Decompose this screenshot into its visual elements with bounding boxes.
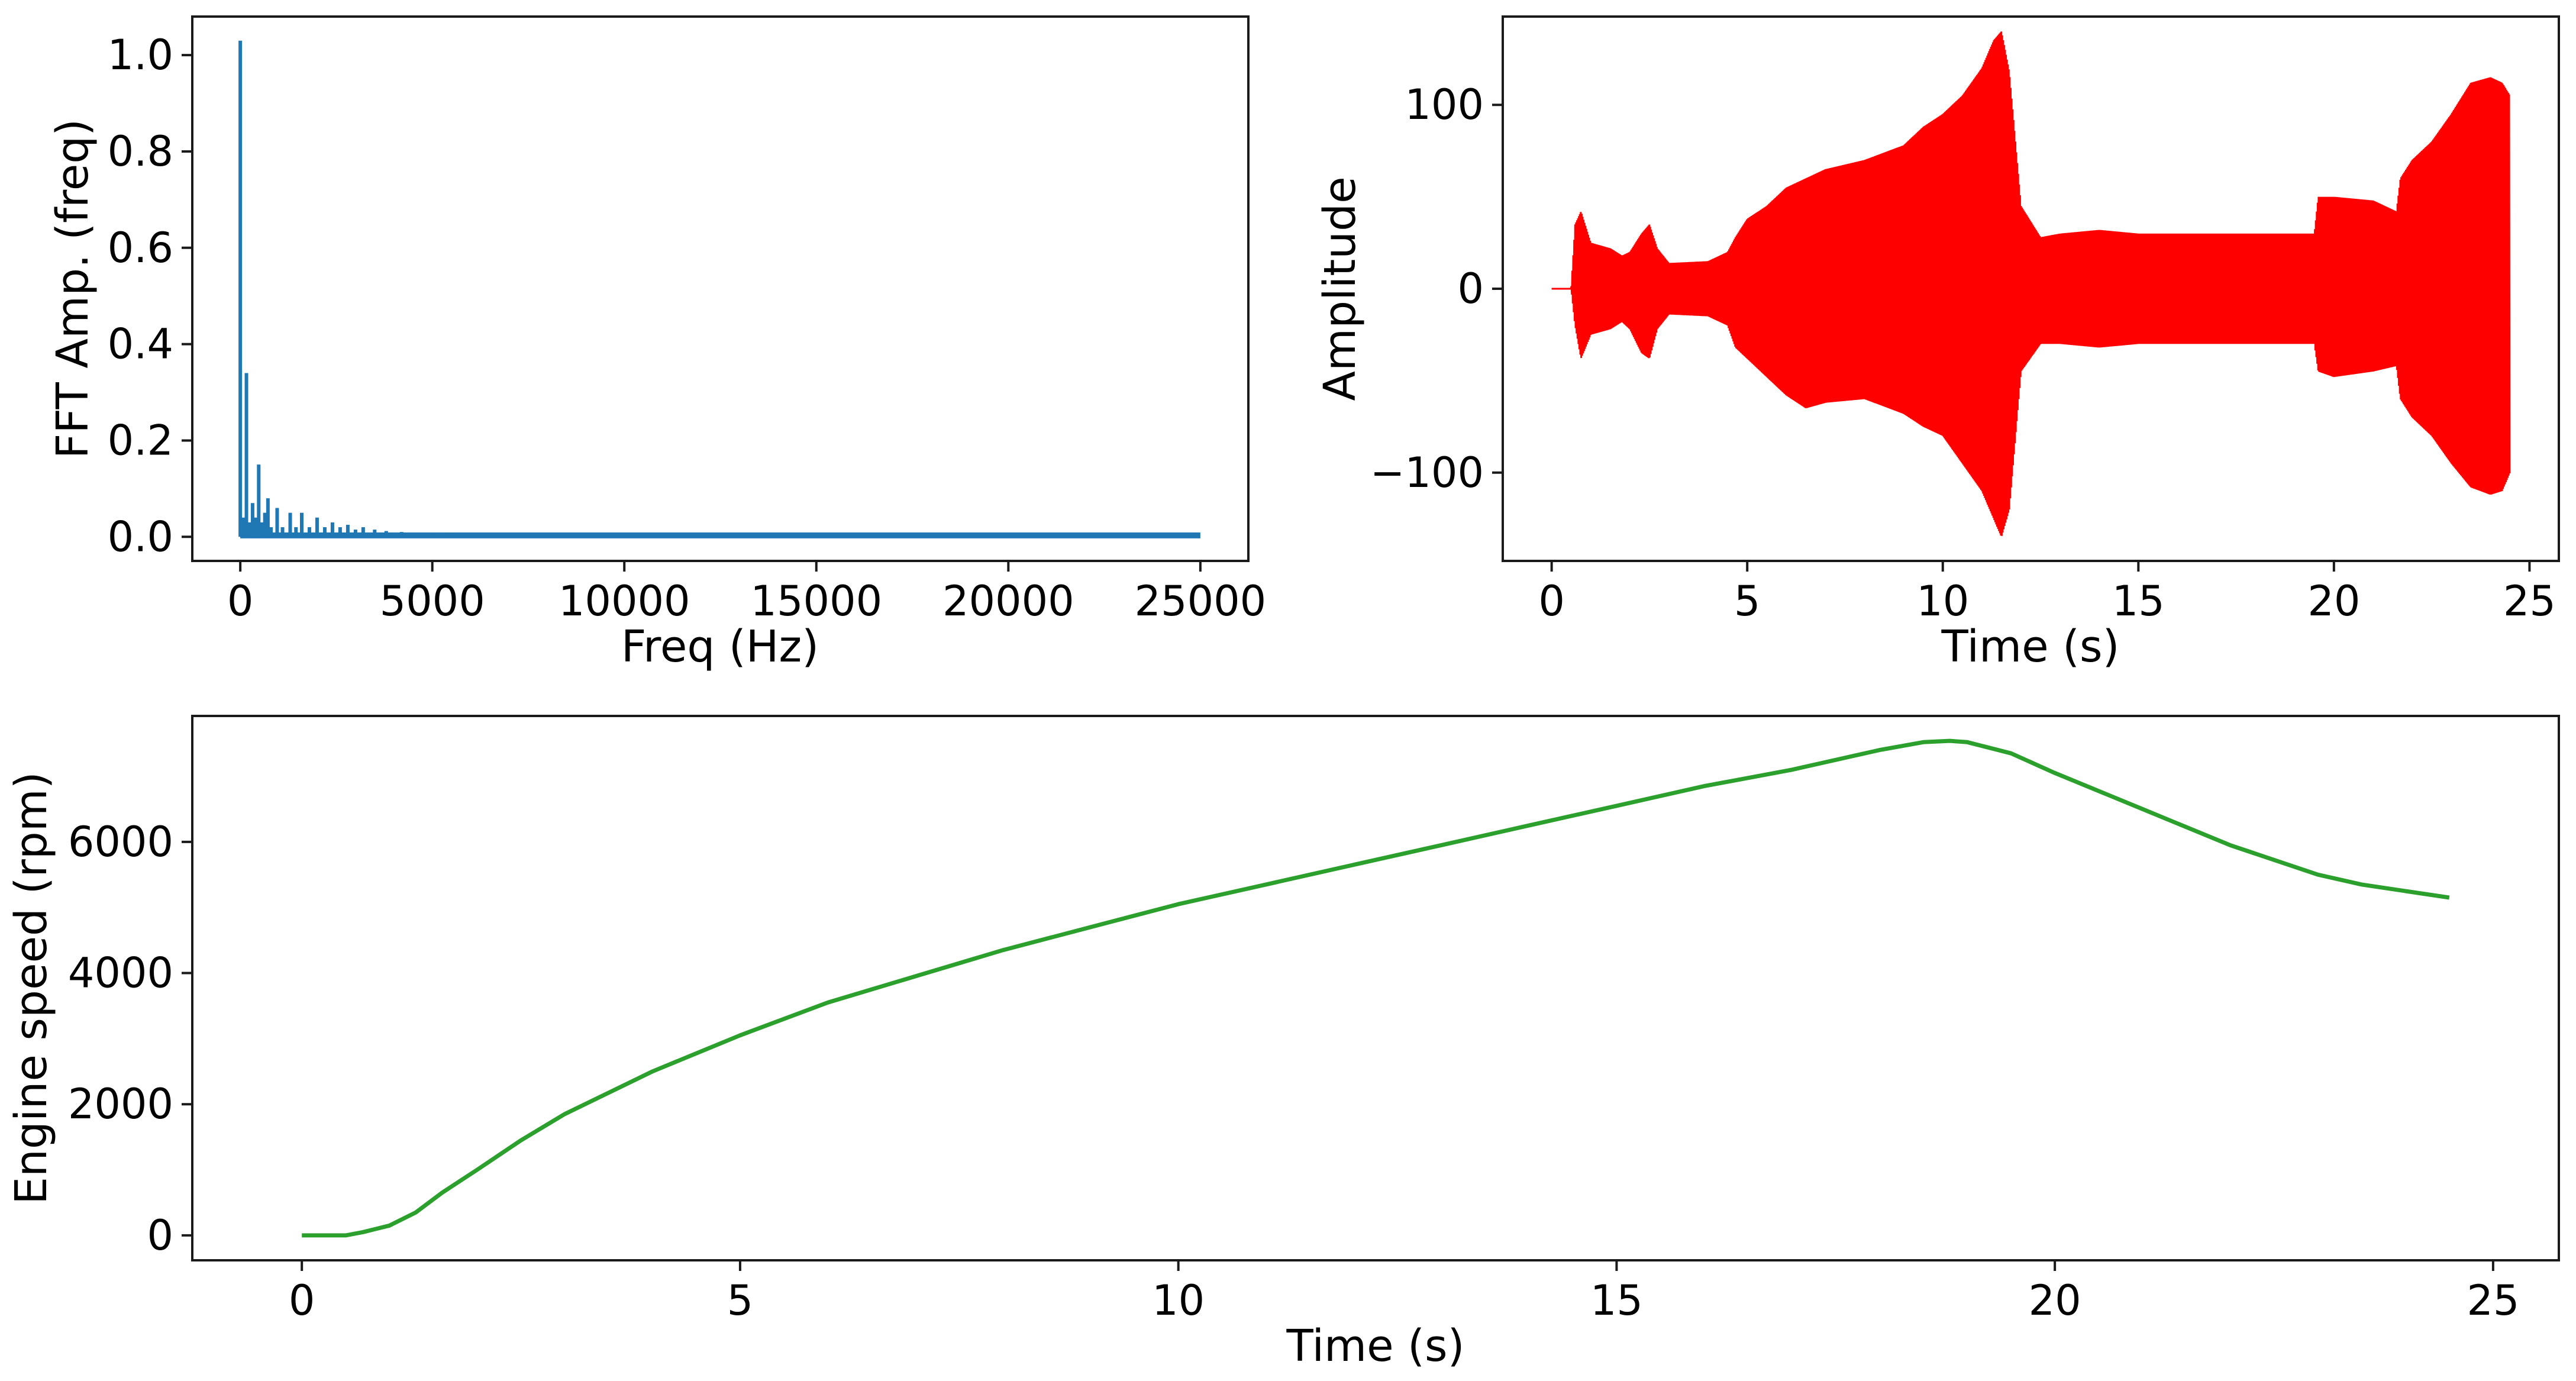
engine-x-tick-label: 0 [289, 1276, 315, 1325]
engine-speed-line [302, 738, 2450, 1238]
engine-y-tick-label: 4000 [68, 949, 173, 998]
fft-x-tick-label: 5000 [380, 577, 485, 625]
engine-x-tick-label: 5 [727, 1276, 754, 1325]
engine-x-axis: 0 5 10 15 20 25 [289, 1260, 2519, 1325]
engine-x-tick-label: 10 [1152, 1276, 1205, 1325]
engine-x-tick-label: 20 [2029, 1276, 2081, 1325]
fft-panel: 0 5000 10000 15000 20000 25000 0.00.20.40.60.… [47, 15, 1266, 672]
engine-y-tick-label: 2000 [68, 1080, 173, 1128]
signal-y-tick-label: −100 [1370, 448, 1484, 497]
fft-y-axis-label: FFT Amp. (freq) [47, 119, 98, 459]
signal-line [1551, 31, 2511, 536]
engine-axes-frame [191, 715, 2560, 1261]
signal-x-tick-label: 20 [2307, 577, 2360, 625]
fft-x-axis: 0 5000 10000 15000 20000 25000 [227, 561, 1266, 625]
signal-x-axis-label: Time (s) [1941, 621, 2120, 672]
fft-y-axis: 0.0 0.2 0.4 0.6 0.8 1.0 [108, 31, 192, 561]
engine-x-tick-label: 15 [1590, 1276, 1643, 1325]
signal-y-tick-label: 100 [1405, 80, 1484, 129]
fft-y-tick-label: 0.0 [108, 512, 173, 561]
engine-panel: 0 5 10 15 20 25 0 2000 4000 6000 Time (s) Engine… [6, 715, 2560, 1372]
signal-y-tick-label: 0 [1457, 264, 1484, 313]
engine-y-tick-label: 6000 [68, 818, 173, 866]
engine-x-tick-label: 25 [2467, 1276, 2519, 1325]
signal-x-tick-label: 15 [2112, 577, 2165, 625]
engine-plot-marks [302, 738, 2450, 1238]
fft-y-tick-label: 0.2 [108, 416, 173, 464]
engine-x-axis-label: Time (s) [1286, 1321, 1465, 1372]
signal-y-axis: −100 0 100 [1370, 80, 1503, 497]
fft-y-tick-label: 0.6 [108, 224, 173, 272]
signal-y-axis-label: Amplitude [1315, 176, 1366, 401]
fft-x-tick-label: 0 [227, 577, 254, 625]
signal-x-tick-label: 5 [1734, 577, 1761, 625]
signal-x-tick-label: 25 [2503, 577, 2556, 625]
engine-y-axis-label: Engine speed (rpm) [6, 772, 57, 1204]
signal-panel: 0 5 10 15 20 25 −100 0 100 Time (s) Amplitude [1315, 15, 2560, 672]
fft-plot-marks [238, 40, 1200, 538]
fft-y-tick-label: 0.4 [108, 320, 173, 369]
fft-y-tick-label: 0.8 [108, 127, 173, 176]
engine-y-tick-label: 0 [147, 1211, 173, 1260]
fft-x-tick-label: 15000 [750, 577, 882, 625]
fft-axes-frame [191, 15, 1250, 562]
fft-y-tick-label: 1.0 [108, 31, 173, 79]
fft-x-axis-label: Freq (Hz) [621, 621, 819, 672]
fft-x-tick-label: 25000 [1135, 577, 1267, 625]
signal-plot-marks [1551, 31, 2511, 536]
engine-y-axis: 0 2000 4000 6000 [68, 818, 192, 1260]
fft-x-tick-label: 10000 [559, 577, 690, 625]
signal-x-tick-label: 10 [1916, 577, 1969, 625]
fft-x-tick-label: 20000 [942, 577, 1074, 625]
signal-x-tick-label: 0 [1538, 577, 1565, 625]
signal-x-axis: 0 5 10 15 20 25 [1538, 561, 2556, 625]
